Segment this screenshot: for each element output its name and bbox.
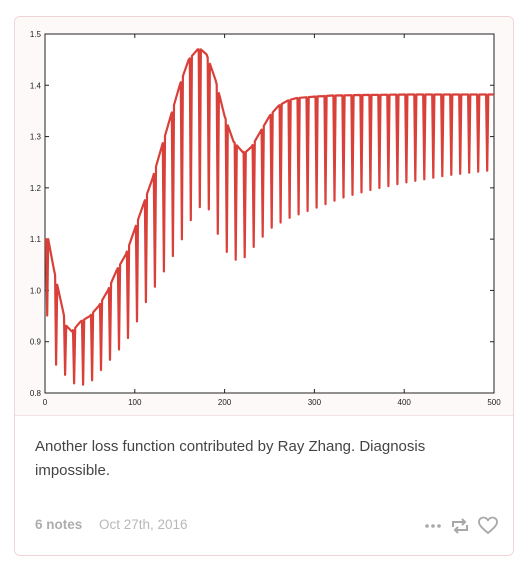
x-tick-label: 400 [398, 398, 412, 407]
loss-series-line [45, 48, 494, 386]
post-card: 0 100 200 300 400 500 0.8 0.9 1.0 1.1 1.2 1.3 1.4 1.5… [14, 16, 514, 556]
post-caption: Another loss function contributed by Ray… [35, 438, 426, 479]
y-tick-label: 1.5 [30, 30, 42, 39]
y-tick-label: 1.3 [30, 133, 42, 142]
x-tick-label: 500 [487, 398, 501, 407]
loss-chart-image: 0 100 200 300 400 500 0.8 0.9 1.0 1.1 1.2 1.3 1.4 1.5 [15, 17, 513, 415]
x-tick-label: 0 [43, 398, 48, 407]
x-tick-label: 200 [218, 398, 232, 407]
y-tick-label: 1.0 [30, 286, 42, 295]
post-date-link[interactable]: Oct 27th, 2016 [99, 517, 188, 532]
loss-oscillations [45, 48, 494, 386]
x-tick-label: 300 [308, 398, 322, 407]
heart-icon[interactable] [477, 514, 499, 538]
y-tick-label: 1.2 [30, 184, 42, 193]
loss-chart: 0 100 200 300 400 500 0.8 0.9 1.0 1.1 1.2 1.3 1.4 1.5 [30, 30, 501, 407]
y-tick-label: 1.1 [30, 235, 42, 244]
x-tick-label: 100 [128, 398, 142, 407]
y-tick-label: 1.4 [30, 81, 42, 90]
notes-count-link[interactable]: 6 notes [35, 517, 83, 532]
y-tick-label: 0.8 [30, 389, 42, 398]
divider [15, 415, 513, 416]
plot-frame [44, 33, 495, 394]
reblog-icon[interactable] [449, 514, 471, 538]
post-footer: 6 notes Oct 27th, 2016 [35, 514, 498, 538]
more-dots-icon[interactable] [423, 514, 443, 538]
axis-ticks: 0 100 200 300 400 500 0.8 0.9 1.0 1.1 1.2 1.3 1.4 1.5 [30, 30, 501, 407]
y-tick-label: 0.9 [30, 338, 42, 347]
